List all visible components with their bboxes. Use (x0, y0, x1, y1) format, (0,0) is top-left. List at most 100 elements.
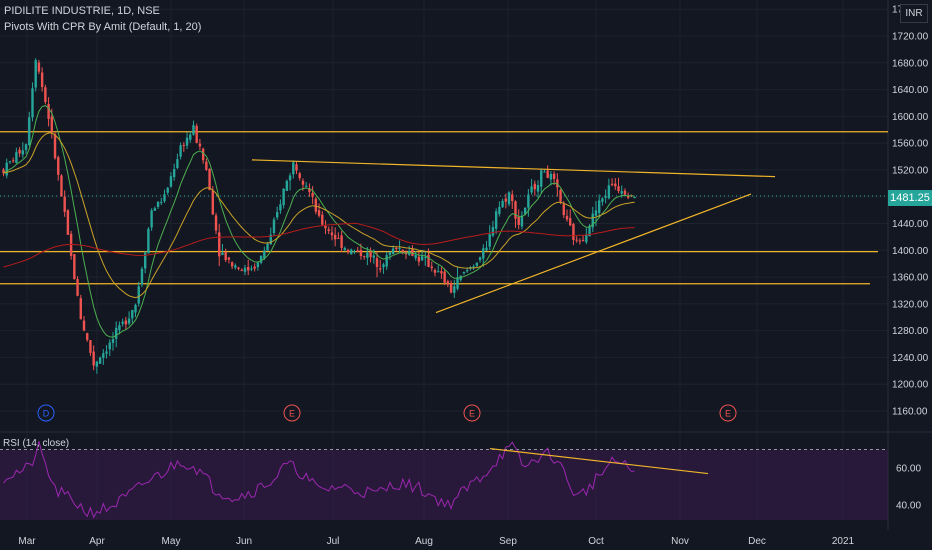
candle (617, 177, 620, 194)
candle (182, 142, 186, 152)
candle-body (382, 264, 385, 268)
candle-body (137, 286, 140, 304)
candle (140, 266, 144, 288)
candle-body (591, 213, 594, 228)
candle (292, 160, 295, 179)
candle (208, 168, 211, 191)
candle-body (227, 257, 231, 260)
candle-body (485, 247, 488, 251)
candle-body (333, 234, 337, 240)
candle (591, 206, 594, 232)
time-tick-label: Jul (327, 536, 340, 547)
candle-body (420, 256, 424, 261)
candle (108, 339, 111, 357)
candle (240, 268, 243, 272)
candle (44, 84, 47, 105)
candle-body (63, 196, 66, 212)
candle-body (414, 255, 417, 258)
candle-body (282, 188, 285, 206)
candle-body (131, 309, 134, 319)
candle-body (256, 262, 260, 268)
candle-body (285, 180, 289, 191)
candle-body (391, 248, 395, 255)
candle (134, 303, 137, 318)
price-tick-label: 1680.00 (892, 58, 929, 69)
candle-body (520, 215, 524, 227)
candle (243, 264, 247, 276)
time-tick-label: Mar (18, 536, 36, 547)
rsi-pane (0, 441, 888, 519)
grid (0, 0, 932, 530)
candle-body (92, 351, 95, 366)
candle-body (398, 248, 401, 250)
candle (437, 265, 440, 273)
candle-body (214, 215, 218, 231)
candle-body (465, 270, 469, 272)
candle-body (385, 255, 388, 267)
candle (73, 253, 76, 280)
candle (449, 280, 453, 294)
candle (282, 188, 285, 209)
candle (263, 246, 266, 261)
candle-body (514, 201, 517, 219)
candle-body (198, 143, 202, 147)
candle (227, 256, 231, 264)
candle (31, 82, 34, 122)
candle-body (504, 198, 508, 202)
candle (124, 316, 128, 330)
candle (8, 160, 12, 164)
candle (230, 261, 234, 270)
horizontal-levels (0, 131, 888, 285)
candle-body (66, 210, 70, 235)
candle-body (44, 87, 47, 103)
candle-body (250, 268, 253, 270)
candle-body (160, 201, 163, 203)
candle-body (24, 144, 28, 151)
candle (79, 294, 82, 320)
event-circle (463, 404, 481, 422)
candle (304, 182, 308, 188)
candle-body (366, 252, 369, 259)
currency-button[interactable]: INR (900, 4, 928, 23)
rsi-legend[interactable]: RSI (14, close) (3, 438, 70, 449)
candle-body (546, 170, 549, 178)
event-marker-d-0: D (37, 404, 55, 422)
candle-body (543, 171, 546, 173)
candle (375, 251, 379, 278)
candle (633, 196, 636, 199)
candle-body (40, 72, 44, 88)
price-tick-label: 1200.00 (892, 380, 929, 391)
candle (424, 251, 427, 266)
candle (111, 332, 115, 351)
rsi-line (3, 441, 635, 519)
candle-body (317, 210, 321, 216)
candle-body (276, 211, 279, 218)
event-circle (37, 404, 55, 422)
candle (198, 138, 202, 150)
candle (491, 220, 495, 238)
candle-body (449, 283, 453, 293)
candle (224, 248, 227, 263)
rsi-axis[interactable]: 40.00 60.00 (896, 464, 921, 512)
candle-body (37, 62, 41, 72)
candle-body (115, 327, 118, 339)
candle-body (5, 162, 8, 176)
candle-body (224, 252, 227, 261)
candle-body (47, 103, 50, 119)
candle (131, 309, 134, 323)
indicator-legend[interactable]: Pivots With CPR By Amit (Default, 1, 20) (4, 21, 202, 33)
symbol-title[interactable]: PIDILITE INDUSTRIE, 1D, NSE (4, 5, 160, 17)
time-axis[interactable]: Mar Apr May Jun Jul Aug Sep Oct Nov Dec 2021 (0, 531, 932, 550)
candle-body (626, 195, 630, 198)
candle-body (478, 257, 482, 261)
candle-body (53, 134, 57, 159)
event-label: D (43, 409, 50, 419)
candle (382, 262, 385, 274)
candle (147, 227, 150, 254)
candle (317, 203, 321, 218)
candle (169, 172, 173, 188)
rsi-tick-label: 60.00 (896, 464, 921, 475)
candle (89, 340, 92, 356)
candle (179, 142, 182, 160)
